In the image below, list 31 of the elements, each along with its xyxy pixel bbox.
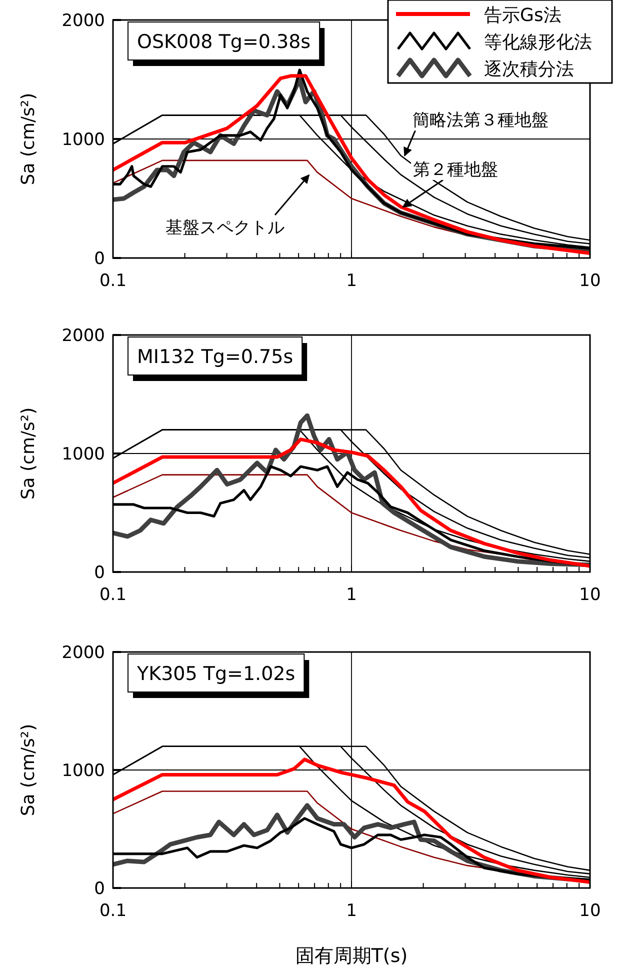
y-tick-label: 0	[94, 879, 105, 899]
y-axis-title: Sa (cm/s²)	[18, 92, 39, 186]
y-tick-label: 1000	[62, 761, 105, 781]
x-tick-label: 10	[579, 271, 601, 291]
x-tick-label: 1	[346, 901, 357, 921]
y-tick-label: 2000	[62, 11, 105, 31]
legend-label: 等化線形化法	[484, 32, 592, 53]
x-tick-label: 1	[346, 585, 357, 605]
y-tick-label: 1000	[62, 130, 105, 150]
legend-label: 逐次積分法	[484, 59, 574, 80]
annotation: 簡略法第３種地盤	[412, 110, 549, 131]
legend-label: 告示Gs法	[484, 5, 562, 26]
text: MI132 Tg=0.75s	[137, 346, 294, 368]
x-axis-title: 固有周期T(s)	[295, 945, 408, 967]
x-tick-label: 10	[579, 901, 601, 921]
y-tick-label: 0	[94, 563, 105, 583]
annotation: 第２種地盤	[413, 160, 498, 180]
text: YK305 Tg=1.02s	[136, 663, 296, 685]
y-tick-label: 1000	[62, 444, 105, 464]
x-tick-label: 10	[579, 585, 601, 605]
y-axis-title: Sa (cm/s²)	[18, 407, 39, 500]
text: OSK008 Tg=0.38s	[137, 31, 311, 53]
y-tick-label: 2000	[62, 326, 105, 346]
y-tick-label: 2000	[62, 643, 105, 663]
y-tick-label: 0	[94, 249, 105, 269]
x-tick-label: 1	[346, 271, 357, 291]
annotation: 基盤スペクトル	[166, 218, 284, 238]
x-tick-label: 0.1	[99, 271, 127, 291]
x-tick-label: 0.1	[99, 585, 127, 605]
y-axis-title: Sa (cm/s²)	[18, 724, 39, 816]
x-tick-label: 0.1	[99, 901, 127, 921]
